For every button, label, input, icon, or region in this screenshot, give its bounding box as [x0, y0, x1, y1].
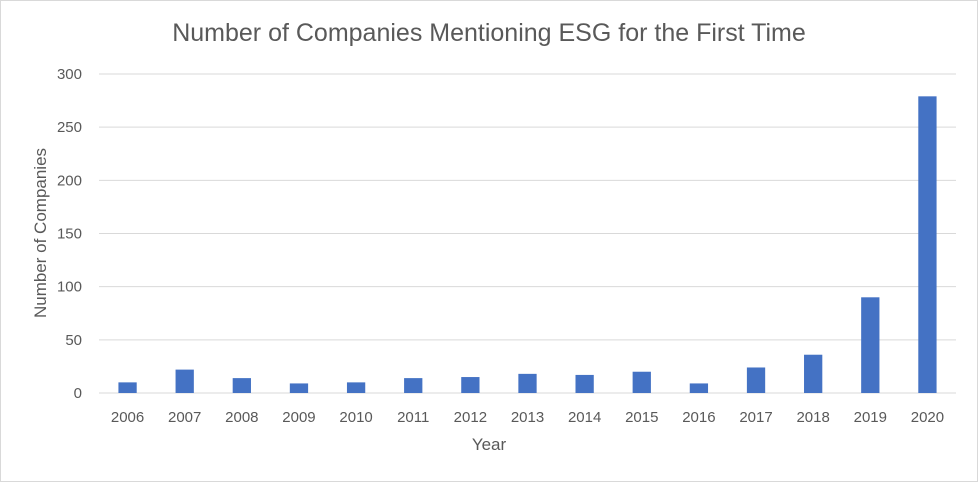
x-axis-title: Year	[471, 435, 507, 454]
x-tick-label: 2009	[282, 409, 315, 426]
x-tick-label: 2010	[339, 409, 372, 426]
y-axis-title: Number of Companies	[31, 147, 50, 319]
bar-2006	[118, 382, 137, 393]
bar-2011	[404, 378, 423, 393]
bar-2007	[175, 369, 194, 393]
x-axis-ticks: 2006 2007 2008 2009 2010 2011 2012 2013 2014 2015…	[111, 409, 944, 426]
y-tick-label: 300	[57, 66, 82, 83]
y-tick-label: 200	[57, 172, 82, 189]
x-tick-label: 2007	[168, 409, 201, 426]
y-tick-label: 250	[57, 119, 82, 136]
chart-title: Number of Companies Mentioning ESG for t…	[172, 19, 806, 47]
x-tick-label: 2013	[511, 409, 544, 426]
bars	[118, 96, 937, 393]
x-tick-label: 2016	[682, 409, 715, 426]
y-tick-label: 100	[57, 279, 82, 296]
x-tick-label: 2011	[397, 409, 429, 426]
x-tick-label: 2018	[796, 409, 829, 426]
bar-2015	[632, 371, 651, 393]
x-tick-label: 2019	[854, 409, 887, 426]
bar-2012	[461, 377, 480, 393]
bar-2019	[861, 297, 880, 393]
x-tick-label: 2008	[225, 409, 258, 426]
x-tick-label: 2017	[739, 409, 772, 426]
bar-2018	[804, 354, 823, 393]
x-tick-label: 2014	[568, 409, 601, 426]
bar-2009	[289, 383, 309, 393]
bar-2016	[689, 383, 709, 393]
x-tick-label: 2020	[911, 409, 944, 426]
bar-2014	[575, 374, 594, 393]
bar-2008	[232, 378, 251, 393]
bar-2010	[346, 382, 366, 393]
y-tick-label: 50	[65, 332, 82, 349]
x-tick-label: 2012	[454, 409, 487, 426]
y-tick-label: 0	[74, 385, 82, 402]
gridlines	[99, 73, 956, 394]
bar-2020	[918, 96, 937, 393]
bar-2013	[518, 373, 537, 393]
bar-2017	[746, 367, 766, 393]
x-tick-label: 2015	[625, 409, 658, 426]
x-tick-label: 2006	[111, 409, 144, 426]
y-tick-label: 150	[57, 226, 82, 243]
y-axis-ticks: 0 50 100 150 200 250 300	[57, 66, 82, 402]
